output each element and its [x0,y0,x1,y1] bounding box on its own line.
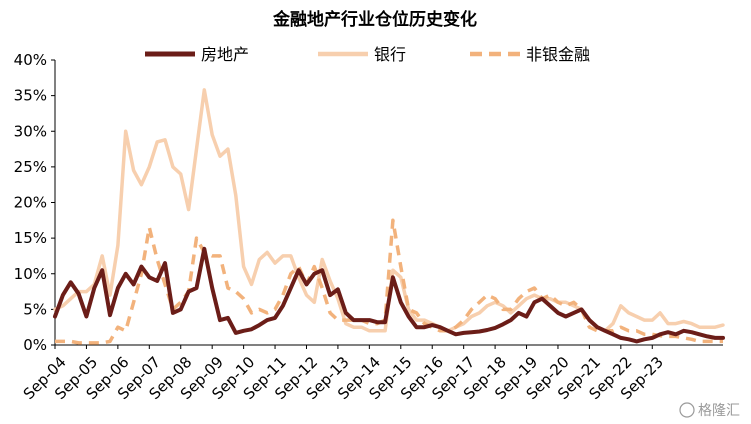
y-tick-label: 25% [14,158,47,176]
watermark-text: 格隆汇 [698,403,740,419]
y-tick-label: 10% [14,265,47,283]
watermark-logo-icon [679,402,695,418]
y-tick-label: 0% [23,336,47,354]
series-line-0 [53,246,725,344]
legend-label-2: 非银金融 [526,45,590,64]
watermark: 格隆汇 [679,402,740,419]
x-axis: Sep-04Sep-05Sep-06Sep-07Sep-08Sep-09Sep-… [20,344,723,403]
series-line-2 [55,218,723,345]
y-axis: 0% 5% 10% 15% 20% 25% 30% 35% 40% [14,51,56,354]
legend-label-0: 房地产 [201,45,249,64]
legend: 房地产 银行 非银金融 [145,45,590,64]
y-tick-label: 35% [14,87,47,105]
y-tick-label: 40% [14,51,47,69]
chart-title: 金融地产行业仓位历史变化 [272,9,477,30]
series-layer [53,88,725,345]
y-tick-label: 5% [23,300,47,318]
legend-label-1: 银行 [374,45,406,64]
y-tick-label: 20% [14,194,47,212]
y-tick-label: 15% [14,229,47,247]
y-tick-label: 30% [14,122,47,140]
